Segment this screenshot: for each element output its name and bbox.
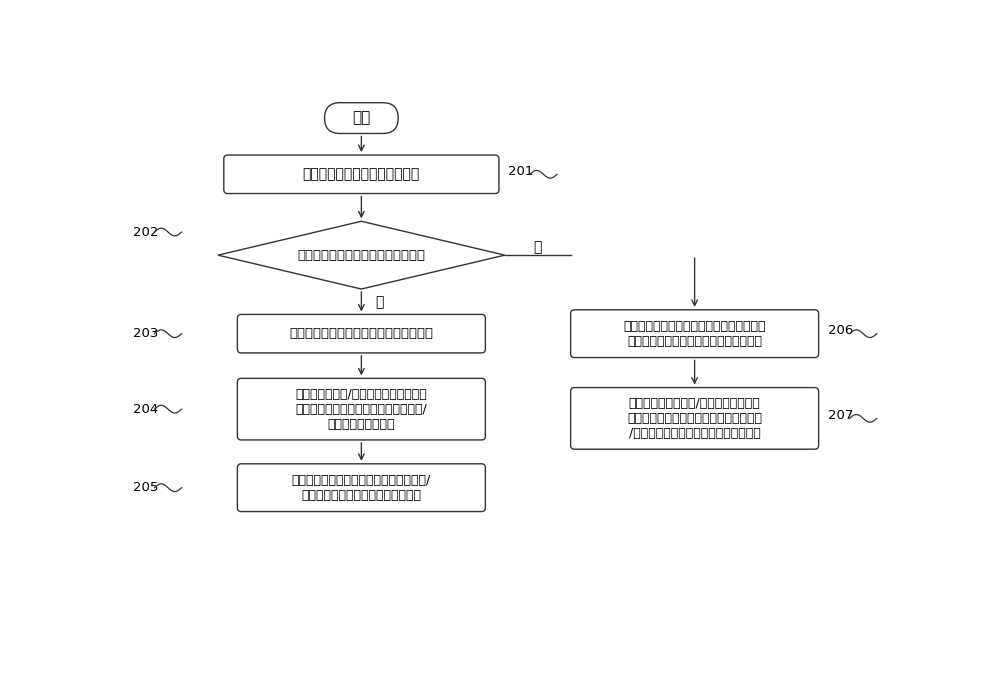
Text: 获取与多日定时模式对应的定时时间信息: 获取与多日定时模式对应的定时时间信息 [289,327,433,340]
FancyBboxPatch shape [224,155,499,193]
Text: 根据定时开机时间和/或定时关机时间，
生成在定时日期内的定时开机时间信息和
/或定时关机时间信息并发送给空调主机: 根据定时开机时间和/或定时关机时间， 生成在定时日期内的定时开机时间信息和 /或… [627,397,762,440]
Text: 是: 是 [375,295,384,309]
Text: 204: 204 [133,403,158,416]
Text: 定时开关机模式是否为多日定时模式: 定时开关机模式是否为多日定时模式 [297,249,425,262]
Text: 205: 205 [133,481,158,494]
Text: 根据定时开机和/或定时关机时间，生成
定时周期内每天的定时开机时间信息和/
或定时关机时间信息: 根据定时开机和/或定时关机时间，生成 定时周期内每天的定时开机时间信息和/ 或定… [296,387,427,431]
FancyBboxPatch shape [571,310,819,358]
Text: 将定时周期内每天的定时开机时间信息和/
或定时关机时间信息发送给空调主机: 将定时周期内每天的定时开机时间信息和/ 或定时关机时间信息发送给空调主机 [292,474,431,502]
Text: 203: 203 [133,327,158,340]
FancyBboxPatch shape [325,103,398,133]
Text: 获取用户设定的定时开关机模式: 获取用户设定的定时开关机模式 [303,167,420,181]
Text: 206: 206 [828,324,853,337]
Text: 当确定定时开关机模式为单日定时模式时，
获取与单日定时模式对应的定时时间信息: 当确定定时开关机模式为单日定时模式时， 获取与单日定时模式对应的定时时间信息 [623,320,766,347]
FancyBboxPatch shape [237,379,485,440]
Text: 否: 否 [534,241,542,254]
Text: 开始: 开始 [352,111,370,126]
Text: 202: 202 [133,226,158,239]
Polygon shape [218,221,505,289]
FancyBboxPatch shape [571,387,819,449]
Text: 201: 201 [508,165,534,178]
FancyBboxPatch shape [237,464,485,512]
Text: 207: 207 [828,409,853,422]
FancyBboxPatch shape [237,314,485,353]
